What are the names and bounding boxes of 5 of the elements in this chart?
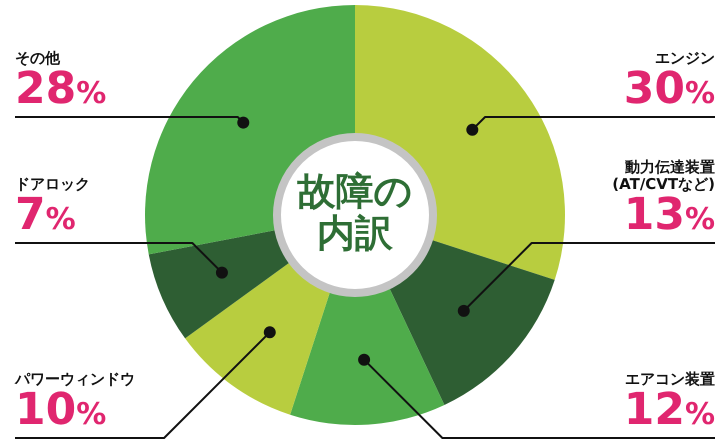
slice-label: ドアロック	[15, 174, 91, 193]
slice-label: パワーウィンドウ	[15, 370, 136, 388]
slice-label: エンジン	[654, 48, 715, 67]
text: 故障の内訳	[296, 169, 414, 255]
slice-label: エアコン装置	[624, 370, 715, 388]
